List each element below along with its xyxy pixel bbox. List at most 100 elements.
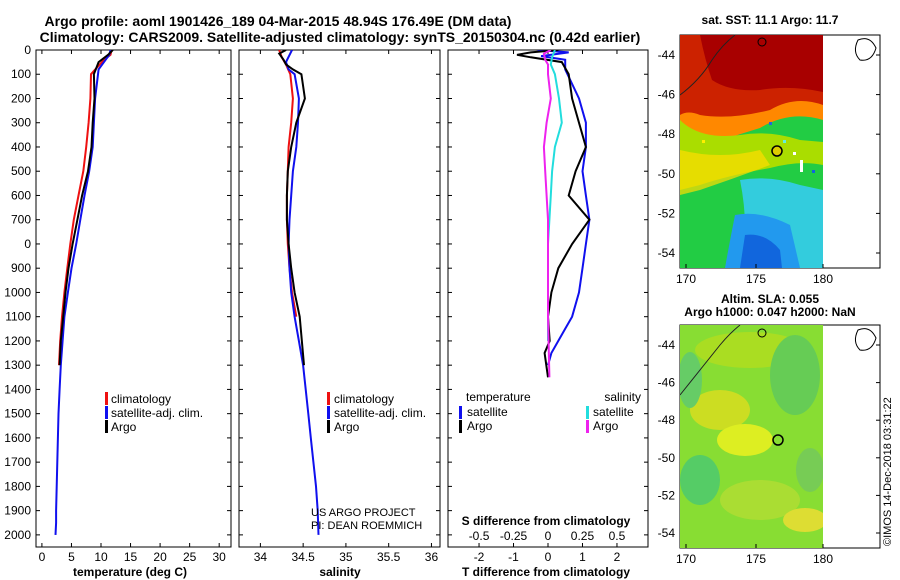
sla-field	[680, 325, 823, 548]
x-tick-label: 0	[545, 550, 552, 564]
top-x-tick-label: -0.5	[469, 529, 490, 543]
lat-tick-label: -48	[658, 413, 676, 427]
y-tick-label: 600	[11, 188, 31, 202]
legend-swatch-argo	[327, 420, 330, 433]
sla-map-title1: Altim. SLA: 0.055	[721, 292, 819, 306]
copyright-stamp: ©IMOS 14-Dec-2018 03:31:22	[882, 397, 894, 546]
salinity-panel	[238, 49, 441, 548]
x-tick-label: -2	[474, 550, 485, 564]
sst-coastline	[679, 34, 736, 96]
legend-label-t-satellite: satellite	[467, 405, 508, 419]
x-tick-label: 5	[68, 550, 75, 564]
x-tick-label: 10	[94, 550, 108, 564]
x-tick-label: 25	[183, 550, 197, 564]
sla-island-east	[854, 328, 877, 351]
lat-tick-label: -44	[658, 48, 676, 62]
credit-line1: US ARGO PROJECT	[311, 507, 416, 519]
series-line-argo	[58, 50, 114, 366]
y-tick-label: 200	[11, 91, 31, 105]
y-tick-label: 1500	[4, 407, 31, 421]
temperature-legend: climatology satellite-adj. clim. Argo	[105, 392, 203, 434]
sla-argo-marker	[772, 434, 784, 446]
lon-tick-label: 180	[813, 552, 833, 566]
legend-label-argo: Argo	[111, 420, 137, 434]
temperature-panel	[35, 49, 232, 548]
x-tick-label: 0	[39, 550, 46, 564]
lat-tick-label: -46	[658, 376, 676, 390]
legend-label-satellite: satellite-adj. clim.	[334, 406, 426, 420]
legend-label-satellite: satellite-adj. clim.	[111, 406, 203, 420]
sla-coastline	[679, 324, 741, 396]
series-line-temperature-argo	[516, 50, 591, 378]
x-tick-label: 35	[339, 550, 353, 564]
legend-label-climatology: climatology	[111, 392, 171, 406]
lat-tick-label: -50	[658, 451, 676, 465]
salinity-legend: climatology satellite-adj. clim. Argo	[327, 392, 426, 434]
top-x-tick-label: 0.25	[571, 529, 595, 543]
y-tick-label: 1900	[4, 504, 31, 518]
lon-tick-label: 170	[676, 552, 696, 566]
x-tick-label: 34.5	[291, 550, 315, 564]
x-tick-label: 30	[213, 550, 227, 564]
legend-swatch-argo	[105, 420, 108, 433]
x-tick-label: 36	[425, 550, 439, 564]
legend-label-climatology: climatology	[334, 392, 394, 406]
y-tick-label: 700	[11, 213, 31, 227]
series-line-satellite-adj-clim-	[284, 50, 320, 535]
temperature-axis-label: temperature (deg C)	[73, 565, 187, 579]
y-tick-label: 1100	[5, 310, 31, 324]
lat-tick-label: -48	[658, 127, 676, 141]
y-tick-label: 300	[11, 116, 31, 130]
y-tick-label: 2000	[4, 528, 31, 542]
lat-tick-label: -52	[658, 206, 676, 220]
sla-island-small	[757, 328, 767, 338]
lat-tick-label: -44	[658, 338, 676, 352]
x-tick-label: 20	[153, 550, 167, 564]
lon-tick-label: 175	[746, 552, 766, 566]
y-tick-label: 100	[11, 67, 31, 81]
credit-line2: PI: DEAN ROEMMICH	[311, 520, 422, 532]
sst-map: -44 -46 -48 -50 -52 -54 170 175 180	[658, 34, 881, 286]
lat-tick-label: -46	[658, 88, 676, 102]
legend-swatch-t-satellite	[459, 406, 462, 419]
series-line-satellite-adj-clim-	[54, 50, 112, 535]
legend-swatch-climatology	[105, 392, 108, 405]
series-line-salinity-argo	[542, 50, 552, 378]
legend-label-s-satellite: satellite	[593, 405, 634, 419]
x-tick-label: 2	[614, 550, 621, 564]
y-tick-label: 400	[11, 140, 31, 154]
salinity-axis-label: salinity	[319, 565, 361, 579]
y-tick-label: 1300	[4, 358, 31, 372]
legend-label-s-argo: Argo	[593, 419, 619, 433]
x-tick-label: 15	[124, 550, 138, 564]
lat-tick-label: -52	[658, 488, 676, 502]
legend-swatch-satellite	[327, 406, 330, 419]
x-tick-label: 35.5	[377, 550, 401, 564]
sla-map-title2: Argo h1000: 0.047 h2000: NaN	[684, 305, 855, 319]
figure-title-line2: Climatology: CARS2009. Satellite-adjuste…	[40, 29, 641, 45]
y-tick-label: 0	[24, 237, 31, 251]
x-tick-label: -1	[508, 550, 519, 564]
top-x-tick-label: 0.5	[609, 529, 626, 543]
y-tick-label: 500	[11, 164, 31, 178]
y-tick-label: 1000	[4, 285, 31, 299]
legend-title-temperature: temperature	[466, 390, 531, 404]
legend-swatch-s-argo	[586, 420, 589, 433]
y-tick-label: 1200	[4, 334, 31, 348]
top-x-tick-label: 0	[545, 529, 552, 543]
sst-island-east	[854, 38, 877, 61]
sst-map-title: sat. SST: 11.1 Argo: 11.7	[702, 13, 839, 27]
sst-field	[680, 35, 823, 268]
legend-title-salinity: salinity	[604, 390, 641, 404]
sst-argo-marker	[771, 145, 783, 157]
figure-title-line1: Argo profile: aoml 1901426_189 04-Mar-20…	[45, 13, 512, 29]
series-line-argo	[277, 50, 306, 366]
legend-swatch-satellite	[105, 406, 108, 419]
lat-tick-label: -54	[658, 526, 676, 540]
y-tick-label: 1600	[4, 431, 31, 445]
legend-swatch-t-argo	[459, 420, 462, 433]
lon-tick-label: 175	[746, 272, 766, 286]
y-tick-label: 900	[11, 261, 31, 275]
y-tick-label: 1800	[4, 479, 31, 493]
